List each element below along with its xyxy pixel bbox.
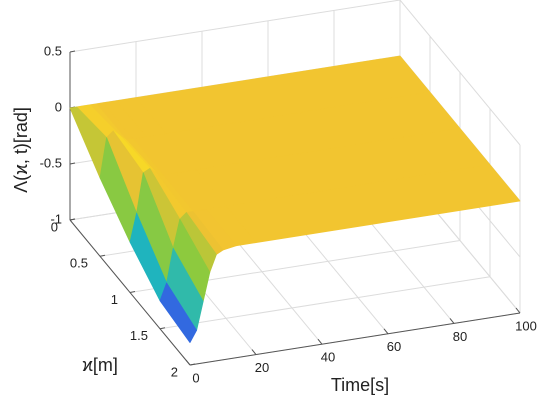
z-tick-label: 0 [55, 99, 62, 114]
y-tick-label: 0.5 [70, 256, 88, 271]
grid-line [399, 0, 521, 146]
y-tick-label: 1 [111, 292, 118, 307]
z-tick-label: -1 [50, 211, 62, 226]
y-tick-label: 1.5 [130, 328, 148, 343]
tick-mark [69, 50, 76, 53]
x-tick-label: 20 [255, 360, 269, 375]
x-tick-label: 0 [192, 370, 199, 385]
x-tick-label: 40 [321, 350, 335, 365]
y-tick-label: 2 [171, 364, 178, 379]
tick-mark [185, 359, 191, 366]
tick-mark [69, 218, 76, 221]
z-tick-label: 0.5 [44, 43, 62, 58]
tick-mark [515, 307, 521, 314]
y-tick-label: 0 [51, 219, 58, 234]
grid-line [159, 276, 491, 330]
tick-mark [159, 327, 166, 330]
x-axis-label: Time[s] [331, 375, 389, 395]
tick-mark [449, 318, 455, 324]
tick-mark [189, 363, 196, 366]
x-tick-label: 80 [453, 329, 467, 344]
tick-mark [317, 338, 323, 345]
tick-mark [69, 162, 76, 165]
axis-line [189, 312, 521, 366]
tick-mark [383, 328, 389, 335]
x-tick-label: 60 [387, 339, 401, 354]
z-tick-label: -0.5 [40, 155, 62, 170]
grid-line [69, 0, 401, 53]
z-axis-label: Λ(ϰ, t)[rad] [11, 107, 31, 193]
x-tick-label: 100 [515, 318, 537, 333]
y-axis-label: ϰ[m] [82, 355, 118, 375]
tick-mark [129, 291, 136, 293]
tick-mark [251, 349, 257, 355]
tick-mark [99, 254, 106, 257]
surface-patch [159, 282, 198, 344]
